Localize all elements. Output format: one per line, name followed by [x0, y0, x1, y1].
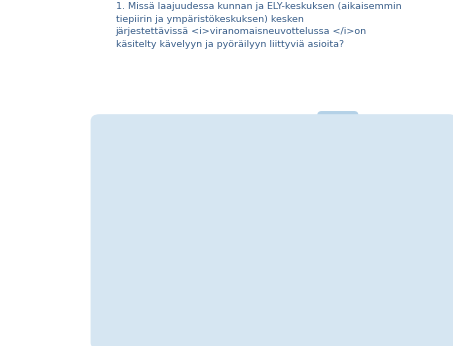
Text: 2: 2 — [153, 152, 160, 162]
Text: 15: 15 — [145, 189, 160, 198]
Bar — [172, 257, 392, 277]
Text: 7.8%: 7.8% — [214, 299, 243, 308]
Text: 29: 29 — [145, 262, 160, 272]
Text: 5: 5 — [153, 299, 160, 308]
Text: 45.3%: 45.3% — [396, 262, 433, 272]
Bar — [172, 293, 439, 313]
Text: 13: 13 — [145, 225, 160, 235]
Text: 23.4%: 23.4% — [290, 189, 326, 198]
Text: 1. Missä laajuudessa kunnan ja ELY-keskuksen (aikaisemmin
tiepiirin ja ympäristö: 1. Missä laajuudessa kunnan ja ELY-kesku… — [116, 2, 401, 49]
Bar — [172, 220, 439, 240]
Text: 3.1%: 3.1% — [191, 152, 220, 162]
Text: ZEF°: ZEF° — [322, 116, 354, 128]
Bar — [172, 183, 286, 203]
Bar — [172, 220, 271, 240]
Bar — [172, 183, 439, 203]
Bar — [172, 293, 210, 313]
Bar — [172, 257, 439, 277]
Bar — [172, 147, 439, 167]
Bar — [172, 147, 187, 167]
Text: 20.3%: 20.3% — [275, 225, 311, 235]
